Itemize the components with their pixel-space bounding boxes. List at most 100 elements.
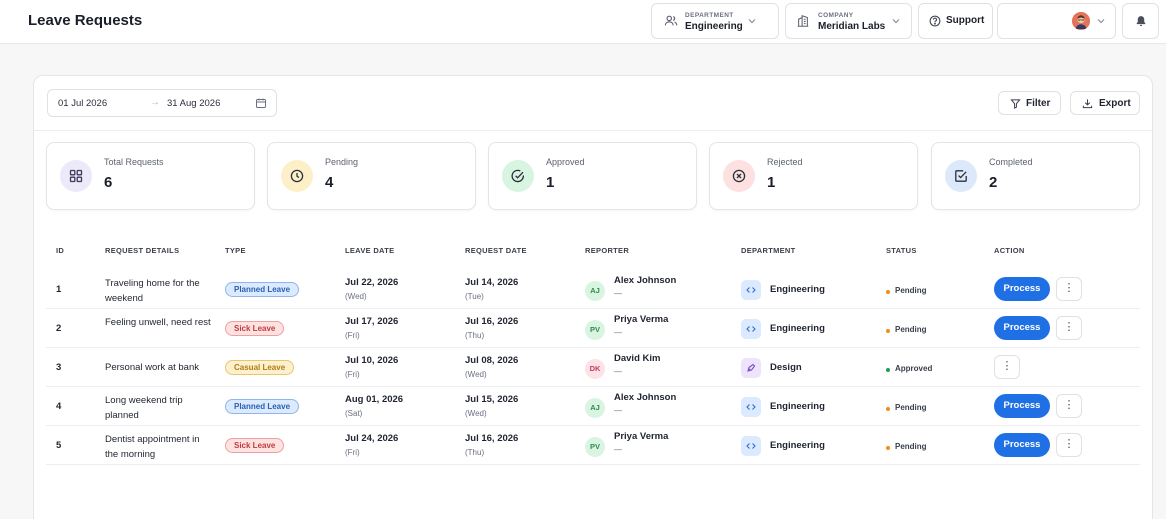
- more-options-button[interactable]: ⋮: [1056, 277, 1082, 301]
- request-date-value: Jul 16, 2026: [465, 316, 519, 327]
- reporter-subtitle: —: [614, 328, 622, 337]
- leave-day: (Sat): [345, 409, 363, 418]
- leave-type-badge: Sick Leave: [225, 438, 285, 453]
- user-menu[interactable]: [997, 3, 1116, 39]
- row-id: 2: [56, 323, 62, 334]
- status-dot: [886, 368, 890, 372]
- date-range-picker[interactable]: 01 Jul 2026 → 31 Aug 2026: [47, 89, 277, 117]
- pen-tool-icon: [747, 363, 756, 372]
- date-to: 31 Aug 2026: [167, 98, 221, 109]
- code-icon: [746, 326, 756, 332]
- company-selector[interactable]: COMPANY Meridian Labs: [785, 3, 912, 39]
- support-label: Support: [946, 15, 985, 26]
- request-date-value: Jul 14, 2026: [465, 277, 519, 288]
- request-details: Traveling home for the weekend: [105, 278, 200, 304]
- filter-label: Filter: [1026, 98, 1051, 109]
- top-bar: Leave Requests DEPARTMENT Engineering CO…: [0, 0, 1166, 44]
- process-button[interactable]: Process: [994, 394, 1050, 418]
- request-day: (Wed): [465, 370, 487, 379]
- leave-requests-card: 01 Jul 2026 → 31 Aug 2026 Filter Export …: [33, 75, 1153, 519]
- company-value: Meridian Labs: [818, 21, 886, 32]
- table-row: 5 Dentist appointment in the morning Sic…: [46, 426, 1140, 465]
- department-name: Design: [770, 362, 802, 373]
- department-name: Engineering: [770, 440, 825, 451]
- stat-approved: Approved 1: [488, 142, 697, 210]
- table-row: 1 Traveling home for the weekend Planned…: [46, 270, 1140, 309]
- arrow-right-icon: →: [150, 97, 160, 108]
- leave-date-value: Jul 10, 2026: [345, 355, 399, 366]
- request-details: Dentist appointment in the morning: [105, 434, 200, 460]
- column-header-type: TYPE: [225, 246, 246, 255]
- status-dot: [886, 407, 890, 411]
- request-date: Jul 15, 2026 (Wed): [465, 394, 518, 418]
- more-options-button[interactable]: ⋮: [994, 355, 1020, 379]
- department-icon-bg: [741, 358, 761, 378]
- reporter-avatar: PV: [585, 320, 605, 340]
- more-options-button[interactable]: ⋮: [1056, 433, 1082, 457]
- request-day: (Wed): [465, 409, 487, 418]
- filter-button[interactable]: Filter: [998, 91, 1061, 115]
- process-button[interactable]: Process: [994, 277, 1050, 301]
- department-name: Engineering: [770, 401, 825, 412]
- more-options-button[interactable]: ⋮: [1056, 394, 1082, 418]
- leave-day: (Fri): [345, 448, 360, 457]
- column-header-request-date: REQUEST DATE: [465, 246, 527, 255]
- stat-value: 6: [104, 174, 113, 191]
- support-button[interactable]: Support: [918, 3, 993, 39]
- reporter-name: Priya Verma: [614, 314, 669, 325]
- reporter-avatar: PV: [585, 437, 605, 457]
- more-options-button[interactable]: ⋮: [1056, 316, 1082, 340]
- export-button[interactable]: Export: [1070, 91, 1140, 115]
- card-toolbar: 01 Jul 2026 → 31 Aug 2026 Filter Export: [34, 76, 1152, 131]
- leave-type-badge: Planned Leave: [225, 282, 300, 297]
- request-day: (Tue): [465, 292, 484, 301]
- check-circle-icon: [511, 169, 524, 183]
- leave-date: Jul 17, 2026 (Fri): [345, 316, 398, 340]
- leave-day: (Fri): [345, 331, 360, 340]
- stat-value: 4: [325, 174, 334, 191]
- notifications-button[interactable]: [1122, 3, 1159, 39]
- leave-date: Jul 24, 2026 (Fri): [345, 433, 398, 457]
- reporter-avatar: DK: [585, 359, 605, 379]
- department-icon-bg: [741, 436, 761, 456]
- department-selector[interactable]: DEPARTMENT Engineering: [651, 3, 779, 39]
- bell-icon: [1136, 16, 1146, 27]
- department-icon-bg: [741, 280, 761, 300]
- chevron-down-icon: [748, 19, 756, 24]
- check-square-icon: [955, 170, 967, 182]
- leave-date: Aug 01, 2026 (Sat): [345, 394, 403, 418]
- leave-date-value: Aug 01, 2026: [345, 394, 404, 405]
- reporter-name: Alex Johnson: [614, 392, 677, 403]
- download-icon: [1082, 99, 1093, 109]
- leave-date: Jul 22, 2026 (Wed): [345, 277, 398, 301]
- stat-icon-bg: [502, 160, 534, 192]
- page-title: Leave Requests: [28, 12, 143, 29]
- leave-day: (Fri): [345, 370, 360, 379]
- department-caption: DEPARTMENT: [685, 12, 734, 19]
- stat-label: Completed: [989, 157, 1033, 167]
- request-date-value: Jul 15, 2026: [465, 394, 519, 405]
- process-button[interactable]: Process: [994, 316, 1050, 340]
- request-details: Long weekend trip planned: [105, 395, 183, 421]
- chevron-down-icon: [892, 19, 900, 24]
- department-icon-bg: [741, 397, 761, 417]
- request-date: Jul 16, 2026 (Thu): [465, 433, 518, 457]
- status-badge: Pending: [895, 286, 927, 295]
- column-header-status: STATUS: [886, 246, 917, 255]
- reporter-name: David Kim: [614, 353, 661, 364]
- department-value: Engineering: [685, 21, 743, 32]
- code-icon: [746, 404, 756, 410]
- stat-label: Rejected: [767, 157, 803, 167]
- reporter-avatar: AJ: [585, 398, 605, 418]
- reporter-name: Alex Johnson: [614, 275, 677, 286]
- request-day: (Thu): [465, 331, 485, 340]
- stat-value: 2: [989, 174, 998, 191]
- reporter-name: Priya Verma: [614, 431, 669, 442]
- grid-icon: [69, 169, 83, 183]
- stat-label: Total Requests: [104, 157, 164, 167]
- process-button[interactable]: Process: [994, 433, 1050, 457]
- status-dot: [886, 446, 890, 450]
- reporter-subtitle: —: [614, 406, 622, 415]
- stat-rejected: Rejected 1: [709, 142, 918, 210]
- leave-type-badge: Planned Leave: [225, 399, 300, 414]
